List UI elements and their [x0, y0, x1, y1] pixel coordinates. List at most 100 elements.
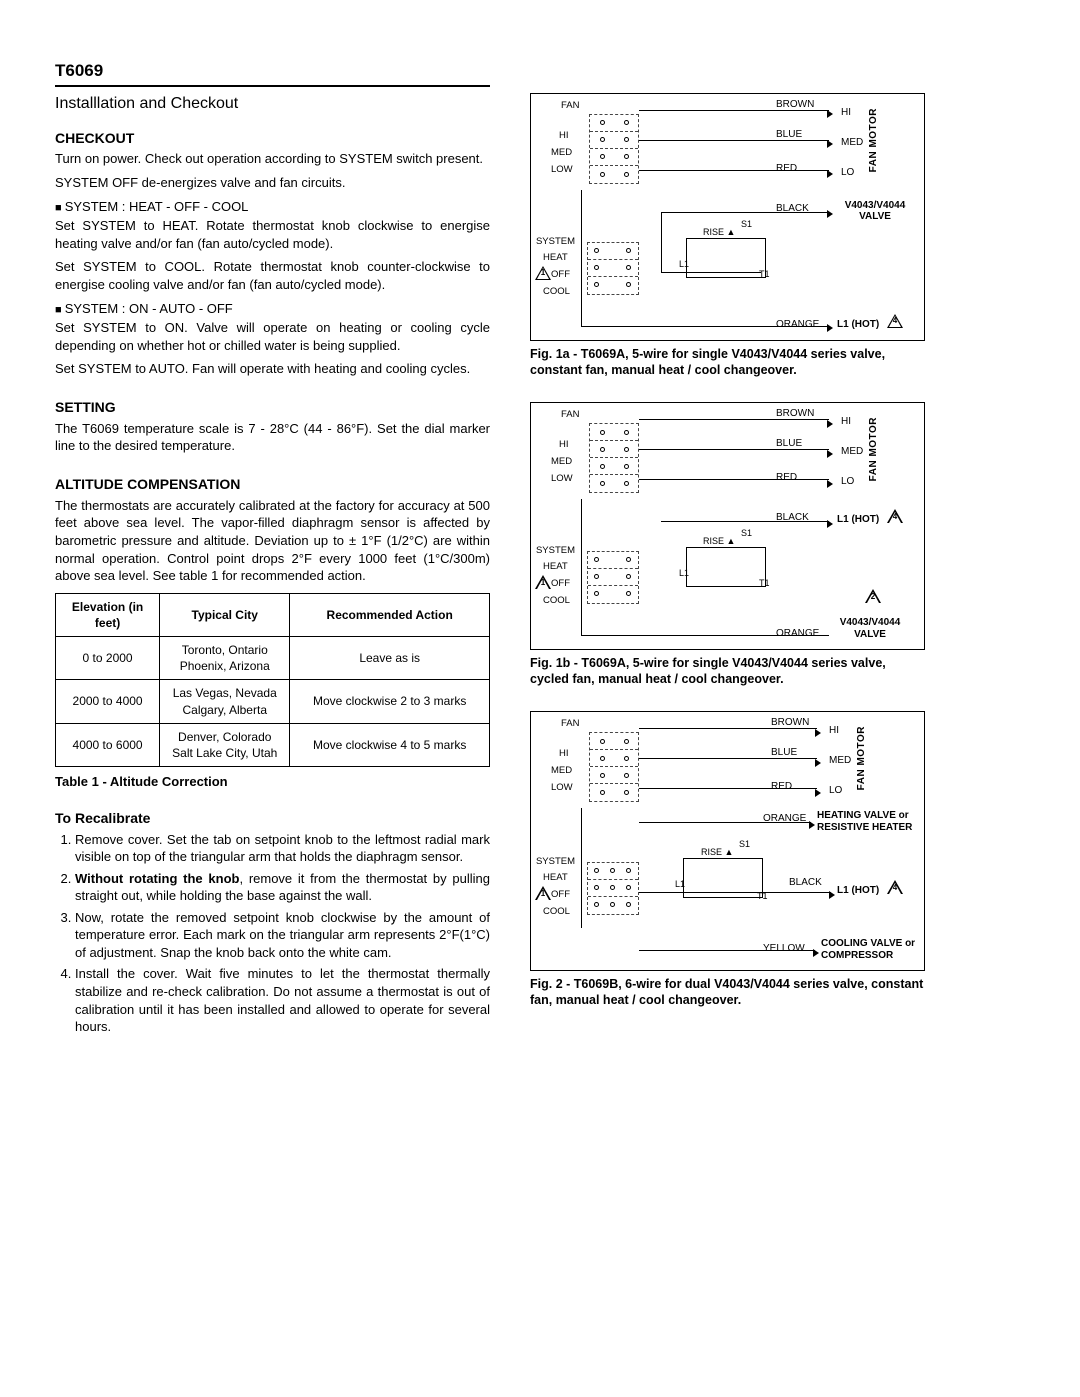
wire-red: RED [776, 162, 797, 176]
fan-low-1b: LOW [551, 473, 573, 486]
list-item: Now, rotate the removed setpoint knob cl… [75, 909, 490, 962]
l1-arrow [825, 322, 833, 336]
checkout-p4: Set SYSTEM to COOL. Rotate thermostat kn… [55, 258, 490, 293]
table-row: 4000 to 6000Denver, ColoradoSalt Lake Ci… [56, 723, 490, 766]
checkout-p2: SYSTEM OFF de-energizes valve and fan ci… [55, 174, 490, 192]
wire-orange-1b: ORANGE [776, 627, 819, 641]
table-cell: Toronto, OntarioPhoenix, Arizona [160, 637, 290, 680]
l1-arrow-2 [827, 888, 835, 902]
right-column: FAN HI MED LOW BROWN BLUE RED BLACK ORAN… [530, 93, 925, 1040]
recalibrate-list: Remove cover. Set the tab on setpoint kn… [55, 831, 490, 1036]
fan-hi-2: HI [559, 748, 569, 761]
triangle-1-icon-2: 1 [535, 886, 551, 900]
wire-black-2: BLACK [789, 876, 822, 890]
wire-red-1b: RED [776, 471, 797, 485]
triangle-4-icon-1b: 4 [887, 509, 903, 523]
rise-box-outline-2 [683, 858, 763, 898]
fan-med-1b: MED [551, 456, 572, 469]
l1-hot: L1 (HOT) [837, 318, 879, 332]
cooling-valve-label: COOLING VALVE or COMPRESSOR [821, 938, 917, 961]
system-label: SYSTEM [529, 236, 575, 249]
table-row: 0 to 2000Toronto, OntarioPhoenix, Arizon… [56, 637, 490, 680]
sys-heat-1b: HEAT [543, 561, 568, 574]
triangle-1-icon-1b: 1 [535, 575, 551, 589]
out-hi-2: HI [829, 724, 839, 738]
wire-orange-2: ORANGE [763, 812, 806, 826]
out-hi: HI [841, 106, 851, 120]
triangle-4-icon-2: 4 [887, 880, 903, 894]
fan-med-2: MED [551, 765, 572, 778]
sys-heat-2: HEAT [543, 872, 568, 885]
fig1b-caption: Fig. 1b - T6069A, 5-wire for single V404… [530, 656, 925, 687]
rise-box-outline [686, 238, 766, 278]
th-city: Typical City [160, 593, 290, 636]
wiring-diagram-1b: FAN HI MED LOW BROWN BLUE RED BLACK ORAN… [530, 402, 925, 650]
sys-off: OFF [551, 269, 570, 282]
s1-label: S1 [741, 218, 752, 230]
table-row: 2000 to 4000Las Vegas, NevadaCalgary, Al… [56, 680, 490, 723]
sys-off-2: OFF [551, 889, 570, 902]
fan-motor-label-2: FAN MOTOR [855, 726, 869, 790]
sys-cool: COOL [543, 286, 570, 299]
fan-motor-label-1b: FAN MOTOR [867, 417, 881, 481]
section-title: Installlation and Checkout [55, 93, 490, 115]
wire-red-2: RED [771, 780, 792, 794]
table-cell: 4000 to 6000 [56, 723, 160, 766]
out-hi-1b: HI [841, 415, 851, 429]
checkout-p3: Set SYSTEM to HEAT. Rotate thermostat kn… [55, 217, 490, 252]
out-lo-2: LO [829, 784, 842, 798]
recalibrate-heading: To Recalibrate [55, 809, 490, 828]
fan-low-2: LOW [551, 782, 573, 795]
system-label-2: SYSTEM [529, 856, 575, 869]
th-elevation: Elevation (in feet) [56, 593, 160, 636]
checkout-heading: CHECKOUT [55, 129, 490, 148]
list-item: Remove cover. Set the tab on setpoint kn… [75, 831, 490, 866]
setting-p1: The T6069 temperature scale is 7 - 28°C … [55, 420, 490, 455]
table-cell: 2000 to 4000 [56, 680, 160, 723]
wire-black: BLACK [776, 202, 809, 216]
fan-switch-block-1b [589, 423, 639, 493]
heating-arrow [807, 818, 815, 832]
rise-label-1b: RISE ▲ [703, 535, 735, 547]
out-lo-1b: LO [841, 475, 854, 489]
triangle-4-icon: 4 [887, 314, 903, 328]
table-cell: Denver, ColoradoSalt Lake City, Utah [160, 723, 290, 766]
l1-arrow-1b [825, 517, 833, 531]
l1-hot-1b: L1 (HOT) [837, 513, 879, 527]
table-caption: Table 1 - Altitude Correction [55, 773, 490, 791]
checkout-p5: Set SYSTEM to ON. Valve will operate on … [55, 319, 490, 354]
l1-hot-2: L1 (HOT) [837, 884, 879, 898]
sys-cool-2: COOL [543, 906, 570, 919]
altitude-table: Elevation (in feet) Typical City Recomme… [55, 593, 490, 768]
table-cell: Leave as is [290, 637, 490, 680]
table-header-row: Elevation (in feet) Typical City Recomme… [56, 593, 490, 636]
out-med: MED [841, 136, 863, 150]
fig2-caption: Fig. 2 - T6069B, 6-wire for dual V4043/V… [530, 977, 925, 1008]
fan-label-2: FAN [561, 718, 579, 731]
th-action: Recommended Action [290, 593, 490, 636]
checkout-p6: Set SYSTEM to AUTO. Fan will operate wit… [55, 360, 490, 378]
rise-label: RISE ▲ [703, 226, 735, 238]
triangle-2-icon: 2 [865, 589, 881, 603]
cooling-arrow [811, 946, 819, 960]
wire-black-1b: BLACK [776, 511, 809, 525]
fan-label-1b: FAN [561, 409, 579, 422]
fan-motor-label: FAN MOTOR [867, 108, 881, 172]
fan-label: FAN [561, 100, 579, 113]
fan-low: LOW [551, 164, 573, 177]
altitude-heading: ALTITUDE COMPENSATION [55, 475, 490, 494]
fan-switch-block-2 [589, 732, 639, 802]
out-lo: LO [841, 166, 854, 180]
system-label-1b: SYSTEM [529, 545, 575, 558]
table-cell: Las Vegas, NevadaCalgary, Alberta [160, 680, 290, 723]
system-switch-block-1b [587, 551, 639, 604]
table-cell: Move clockwise 2 to 3 marks [290, 680, 490, 723]
rise-label-2: RISE ▲ [701, 846, 733, 858]
out-med-1b: MED [841, 445, 863, 459]
fan-hi-1b: HI [559, 439, 569, 452]
wiring-diagram-2: FAN HI MED LOW BROWN BLUE RED ORANGE BLA… [530, 711, 925, 971]
s1-label-1b: S1 [741, 527, 752, 539]
sys-off-1b: OFF [551, 578, 570, 591]
heating-valve-label: HEATING VALVE or RESISTIVE HEATER [817, 810, 917, 833]
triangle-1-icon: 1 [535, 266, 551, 280]
